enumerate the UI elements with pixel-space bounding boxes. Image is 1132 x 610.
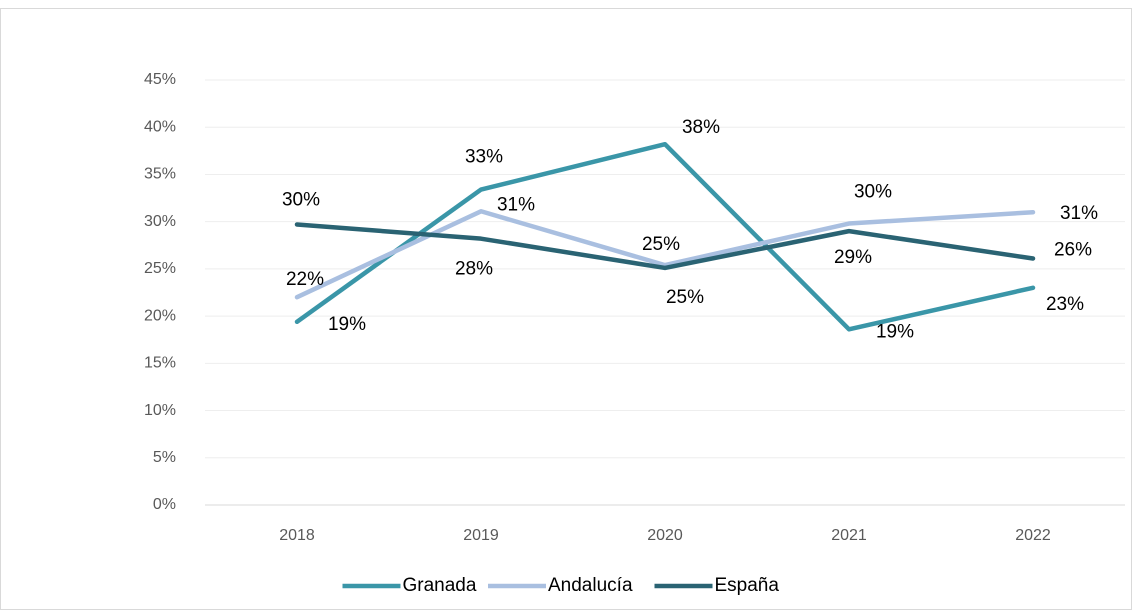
series-line — [294, 209, 1036, 300]
y-tick-label: 35% — [144, 166, 176, 183]
x-tick-label: 2018 — [279, 527, 315, 544]
x-tick-label: 2022 — [1015, 527, 1051, 544]
data-label: 31% — [497, 194, 535, 215]
data-label: 30% — [282, 190, 320, 211]
y-tick-label: 40% — [144, 118, 176, 135]
x-tick-label: 2021 — [831, 527, 867, 544]
legend-label: Andalucía — [548, 575, 633, 596]
y-tick-label: 25% — [144, 260, 176, 277]
y-tick-label: 10% — [144, 402, 176, 419]
data-label: 33% — [465, 147, 503, 168]
data-label: 22% — [286, 269, 324, 290]
data-label: 30% — [854, 182, 892, 203]
legend-label: Granada — [403, 575, 477, 596]
y-tick-label: 15% — [144, 355, 176, 372]
x-tick-label: 2019 — [463, 527, 499, 544]
series-line — [294, 222, 1036, 271]
data-label: 25% — [642, 234, 680, 255]
data-label: 25% — [666, 287, 704, 308]
data-label: 38% — [682, 117, 720, 138]
y-tick-label: 0% — [153, 496, 176, 513]
y-tick-label: 20% — [144, 307, 176, 324]
x-tick-label: 2020 — [647, 527, 683, 544]
data-label: 23% — [1046, 294, 1084, 315]
y-tick-label: 30% — [144, 213, 176, 230]
legend-label: España — [715, 575, 780, 596]
y-tick-label: 45% — [144, 71, 176, 88]
y-tick-label: 5% — [153, 449, 176, 466]
data-label: 19% — [328, 314, 366, 335]
data-label: 26% — [1054, 240, 1092, 261]
data-label: 29% — [834, 247, 872, 268]
data-label: 28% — [455, 259, 493, 280]
data-label: 31% — [1060, 203, 1098, 224]
data-label: 19% — [876, 321, 914, 342]
